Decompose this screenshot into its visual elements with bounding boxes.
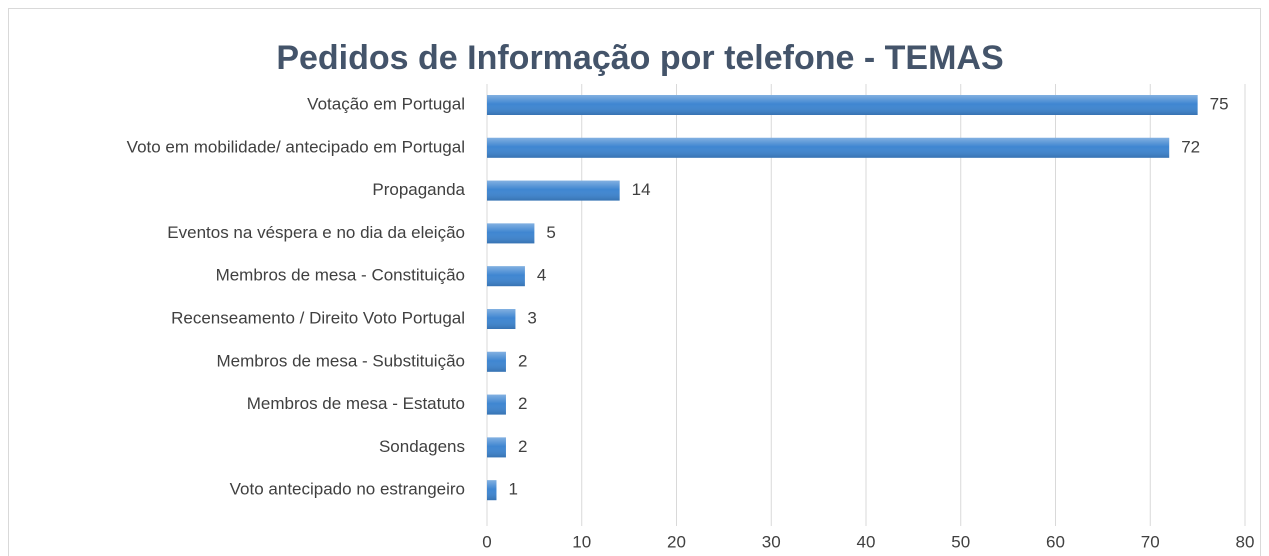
data-label: 2	[518, 394, 527, 413]
y-tick-label: Voto antecipado no estrangeiro	[230, 480, 465, 499]
data-label: 14	[632, 180, 651, 199]
x-tick-label: 10	[572, 532, 591, 551]
data-label: 4	[537, 266, 546, 285]
y-tick-label: Recenseamento / Direito Voto Portugal	[171, 308, 465, 327]
bar-shade	[487, 137, 1170, 158]
data-label: 3	[527, 308, 536, 327]
y-tick-label: Membros de mesa - Constituição	[216, 266, 465, 285]
chart-title: Pedidos de Informação por telefone - TEM…	[276, 39, 1003, 77]
y-tick-label: Votação em Portugal	[307, 94, 465, 113]
y-tick-label: Membros de mesa - Estatuto	[247, 394, 465, 413]
bar-shade	[487, 223, 535, 244]
y-tick-label: Voto em mobilidade/ antecipado em Portug…	[127, 137, 465, 156]
bar-shade	[487, 351, 506, 372]
data-label: 75	[1210, 94, 1229, 113]
data-label: 2	[518, 351, 527, 370]
data-label: 1	[508, 480, 517, 499]
y-tick-label: Sondagens	[379, 437, 465, 456]
x-tick-label: 50	[951, 532, 970, 551]
bar-shade	[487, 480, 497, 501]
y-tick-label: Membros de mesa - Substituição	[217, 351, 466, 370]
data-label: 5	[546, 223, 555, 242]
x-tick-label: 40	[857, 532, 876, 551]
bar-shade	[487, 180, 620, 201]
bar-shade	[487, 266, 525, 287]
bar-shade	[487, 394, 506, 415]
bar-shade	[487, 309, 516, 329]
x-tick-label: 80	[1236, 532, 1255, 551]
data-label: 72	[1181, 137, 1200, 156]
x-tick-label: 60	[1046, 532, 1065, 551]
x-tick-label: 0	[482, 532, 491, 551]
data-label: 2	[518, 437, 527, 456]
x-tick-label: 70	[1141, 532, 1160, 551]
y-tick-label: Eventos na véspera e no dia da eleição	[167, 223, 465, 242]
y-tick-label: Propaganda	[372, 180, 465, 199]
bar-shade	[487, 437, 506, 458]
x-tick-label: 30	[762, 532, 781, 551]
x-tick-label: 20	[667, 532, 686, 551]
bar-shade	[487, 95, 1198, 115]
chart-frame	[8, 8, 1261, 556]
